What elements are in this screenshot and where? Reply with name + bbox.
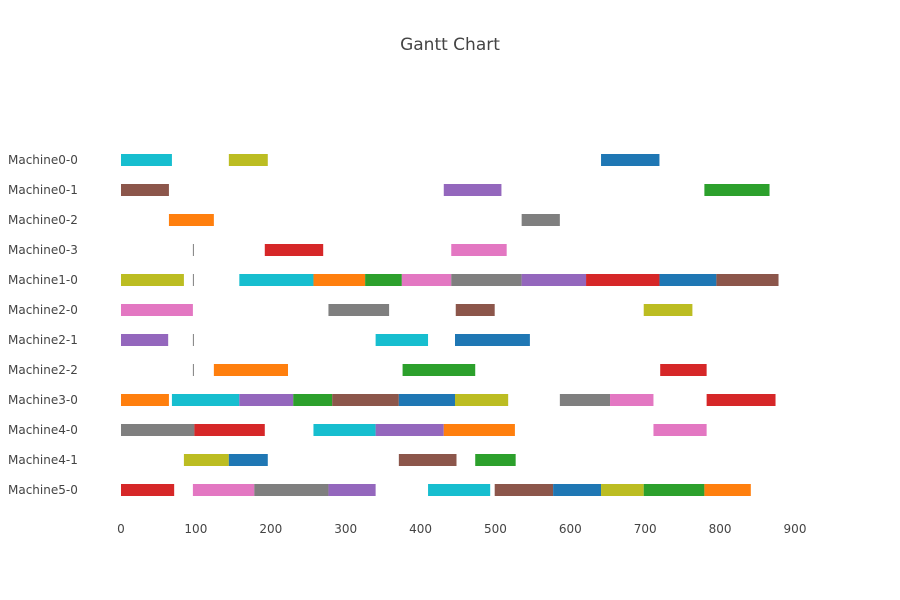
machine-label: Machine4-1 — [8, 453, 78, 467]
task-bar[interactable] — [121, 304, 193, 316]
task-bar[interactable] — [586, 274, 660, 286]
task-bar[interactable] — [704, 484, 751, 496]
task-bar[interactable] — [559, 394, 611, 406]
task-bar[interactable] — [601, 484, 644, 496]
task-bar[interactable] — [443, 184, 502, 196]
x-tick-label: 800 — [709, 522, 732, 536]
task-bar[interactable] — [192, 364, 194, 376]
task-bar[interactable] — [121, 274, 184, 286]
task-bars — [121, 154, 779, 496]
task-bar[interactable] — [398, 394, 456, 406]
task-bar[interactable] — [643, 484, 705, 496]
task-bar[interactable] — [375, 424, 444, 436]
task-bar[interactable] — [402, 364, 476, 376]
task-bar[interactable] — [451, 274, 522, 286]
task-bar[interactable] — [455, 334, 530, 346]
chart-title: Gantt Chart — [400, 35, 500, 55]
task-bar[interactable] — [660, 364, 707, 376]
machine-label: Machine0-0 — [8, 153, 78, 167]
task-bar[interactable] — [213, 364, 289, 376]
task-bar[interactable] — [192, 274, 194, 286]
task-bar[interactable] — [194, 424, 265, 436]
machine-label: Machine0-3 — [8, 243, 78, 257]
task-bar[interactable] — [521, 274, 587, 286]
task-bar[interactable] — [521, 214, 560, 226]
task-bar[interactable] — [192, 484, 255, 496]
task-bar[interactable] — [254, 484, 329, 496]
task-bar[interactable] — [121, 184, 169, 196]
task-bar[interactable] — [332, 394, 399, 406]
x-axis-ticks: 0 100 200 300 400 500 600 700 800 900 — [117, 522, 806, 536]
task-bar[interactable] — [121, 334, 169, 346]
task-bar[interactable] — [168, 214, 214, 226]
x-tick-label: 500 — [484, 522, 507, 536]
task-bar[interactable] — [192, 334, 194, 346]
machine-label: Machine2-2 — [8, 363, 78, 377]
x-tick-label: 400 — [409, 522, 432, 536]
x-tick-label: 600 — [559, 522, 582, 536]
task-bar[interactable] — [192, 244, 194, 256]
task-bar[interactable] — [171, 394, 240, 406]
task-bar[interactable] — [313, 424, 376, 436]
task-bar[interactable] — [183, 454, 229, 466]
task-bar[interactable] — [494, 484, 554, 496]
task-bar[interactable] — [365, 274, 402, 286]
task-bar[interactable] — [401, 274, 452, 286]
machine-label: Machine0-1 — [8, 183, 78, 197]
task-bar[interactable] — [398, 454, 457, 466]
task-bar[interactable] — [659, 274, 717, 286]
machine-label: Machine4-0 — [8, 423, 78, 437]
x-tick-label: 0 — [117, 522, 125, 536]
task-bar[interactable] — [451, 244, 507, 256]
task-bar[interactable] — [601, 154, 660, 166]
task-bar[interactable] — [228, 454, 268, 466]
task-bar[interactable] — [228, 154, 268, 166]
task-bar[interactable] — [643, 304, 693, 316]
machine-label: Machine3-0 — [8, 393, 78, 407]
task-bar[interactable] — [455, 394, 509, 406]
task-bar[interactable] — [313, 274, 366, 286]
task-bar[interactable] — [121, 394, 169, 406]
task-bar[interactable] — [553, 484, 602, 496]
task-bar[interactable] — [121, 424, 195, 436]
machine-label: Machine1-0 — [8, 273, 78, 287]
task-bar[interactable] — [239, 394, 294, 406]
task-bar[interactable] — [121, 154, 172, 166]
task-bar[interactable] — [610, 394, 654, 406]
task-bar[interactable] — [428, 484, 491, 496]
task-bar[interactable] — [328, 484, 376, 496]
task-bar[interactable] — [653, 424, 707, 436]
task-bar[interactable] — [704, 184, 770, 196]
task-bar[interactable] — [706, 394, 776, 406]
task-bar[interactable] — [328, 304, 390, 316]
x-tick-label: 100 — [184, 522, 207, 536]
machine-labels: Machine0-0 Machine0-1 Machine0-2 Machine0-3… — [8, 153, 78, 497]
machine-label: Machine2-1 — [8, 333, 78, 347]
machine-label: Machine2-0 — [8, 303, 78, 317]
task-bar[interactable] — [239, 274, 314, 286]
task-bar[interactable] — [293, 394, 333, 406]
x-tick-label: 900 — [784, 522, 807, 536]
task-bar[interactable] — [264, 244, 324, 256]
task-bar[interactable] — [475, 454, 516, 466]
task-bar[interactable] — [455, 304, 495, 316]
x-tick-label: 300 — [334, 522, 357, 536]
x-tick-label: 200 — [259, 522, 282, 536]
task-bar[interactable] — [716, 274, 779, 286]
task-bar[interactable] — [121, 484, 175, 496]
task-bar[interactable] — [375, 334, 429, 346]
machine-label: Machine0-2 — [8, 213, 78, 227]
task-bar[interactable] — [443, 424, 515, 436]
machine-label: Machine5-0 — [8, 483, 78, 497]
x-tick-label: 700 — [634, 522, 657, 536]
